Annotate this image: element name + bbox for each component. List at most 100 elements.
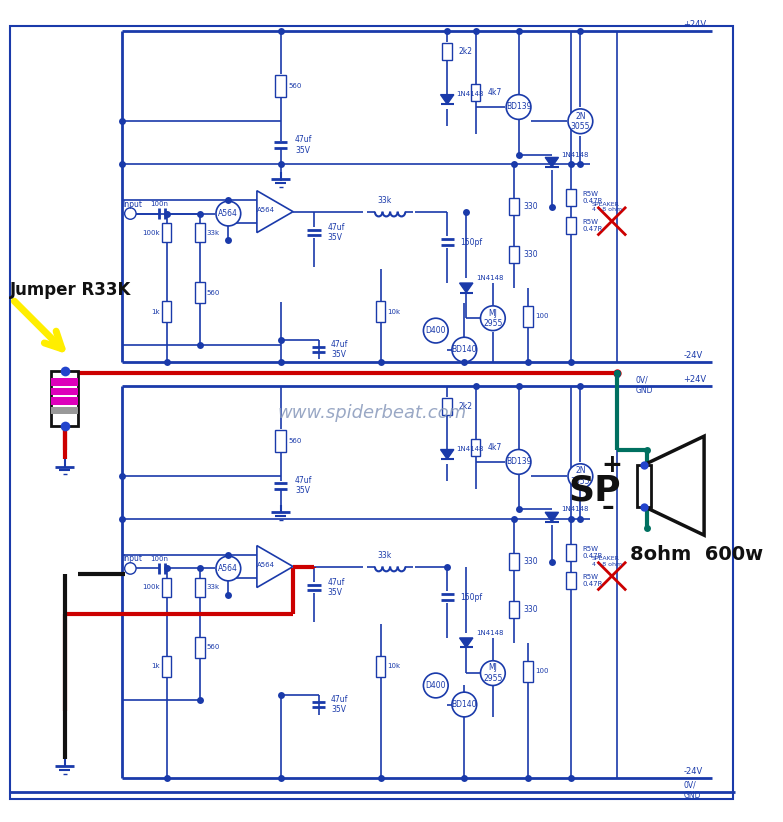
Bar (195, 637, 204, 658)
Bar (195, 282, 204, 303)
Text: 0V/
GND: 0V/ GND (636, 375, 653, 395)
Polygon shape (460, 638, 473, 648)
Text: 2N
3055: 2N 3055 (571, 466, 590, 486)
Text: 560: 560 (288, 438, 301, 444)
Text: D400: D400 (425, 681, 446, 690)
Text: 100k: 100k (143, 229, 160, 236)
Circle shape (424, 673, 448, 698)
Bar (162, 578, 171, 597)
Text: 560: 560 (207, 644, 220, 650)
Text: 8ohm  600w: 8ohm 600w (630, 545, 763, 564)
Text: 330: 330 (523, 557, 538, 566)
Circle shape (481, 661, 505, 686)
Bar (275, 430, 287, 452)
Bar (162, 223, 171, 242)
Text: 330: 330 (523, 250, 538, 259)
Text: A564: A564 (218, 564, 238, 573)
Text: 1k: 1k (151, 663, 160, 669)
Text: BD140: BD140 (452, 700, 477, 709)
Text: SP: SP (568, 473, 621, 507)
Bar (195, 578, 204, 597)
Text: D400: D400 (425, 326, 446, 335)
Polygon shape (441, 450, 454, 459)
Text: 2N
3055: 2N 3055 (571, 112, 590, 131)
Bar (52, 371, 78, 426)
Text: 1N4148: 1N4148 (456, 90, 484, 97)
Text: 100k: 100k (143, 584, 160, 590)
Bar (52, 378, 78, 386)
Text: MJ
2955: MJ 2955 (483, 663, 503, 683)
Bar (52, 407, 78, 414)
Text: MJ
2955: MJ 2955 (483, 308, 503, 328)
Text: SPEAKER
4 - 8 ohm: SPEAKER 4 - 8 ohm (592, 201, 622, 212)
Text: 100: 100 (535, 668, 548, 674)
Polygon shape (545, 512, 558, 522)
Text: 47uf
35V: 47uf 35V (331, 695, 348, 714)
Bar (471, 84, 481, 101)
Text: 2k2: 2k2 (459, 402, 473, 411)
Text: 47uf
35V: 47uf 35V (327, 223, 345, 242)
Text: 33k: 33k (207, 584, 219, 590)
Text: R5W
0.47R: R5W 0.47R (583, 575, 603, 588)
Text: 10k: 10k (388, 308, 400, 315)
Bar (566, 189, 576, 206)
Text: 100n: 100n (150, 556, 168, 562)
Text: SPEAKER
4 - 8 ohm: SPEAKER 4 - 8 ohm (592, 556, 622, 567)
Text: R5W
0.47R: R5W 0.47R (583, 191, 603, 204)
Circle shape (568, 464, 593, 488)
Text: 4k7: 4k7 (487, 88, 501, 97)
Polygon shape (644, 436, 704, 535)
Polygon shape (257, 546, 293, 588)
Text: 330: 330 (523, 202, 538, 211)
Text: Input: Input (122, 555, 142, 563)
Text: 4k7: 4k7 (487, 443, 501, 452)
Text: R5W
0.47R: R5W 0.47R (583, 546, 603, 559)
Bar (523, 661, 532, 681)
Text: 47uf
35V: 47uf 35V (295, 476, 312, 496)
Text: 47uf
35V: 47uf 35V (295, 136, 312, 155)
Circle shape (216, 201, 240, 226)
Bar (442, 44, 452, 60)
Circle shape (124, 563, 136, 575)
Text: 2k2: 2k2 (459, 48, 473, 57)
Circle shape (568, 109, 593, 134)
Text: BD140: BD140 (452, 345, 477, 354)
Text: 330: 330 (523, 605, 538, 614)
Circle shape (481, 306, 505, 330)
Circle shape (424, 318, 448, 343)
Bar (566, 572, 576, 589)
Text: 100: 100 (535, 313, 548, 319)
Text: –: – (601, 495, 614, 519)
Text: A564: A564 (218, 209, 238, 218)
Circle shape (506, 450, 531, 474)
Text: -24V: -24V (683, 351, 702, 360)
Text: 33k: 33k (207, 229, 219, 236)
Text: 1N4148: 1N4148 (476, 275, 503, 281)
Text: 1N4148: 1N4148 (476, 630, 503, 636)
Bar (509, 246, 518, 263)
Bar (376, 656, 385, 677)
Bar (376, 301, 385, 322)
Text: A564: A564 (258, 561, 276, 568)
Text: 1k: 1k (151, 308, 160, 315)
Text: Jumper R33K: Jumper R33K (9, 280, 131, 298)
Polygon shape (441, 95, 454, 104)
Text: -24V: -24V (683, 767, 702, 776)
Text: +24V: +24V (683, 20, 706, 29)
Text: 47uf
35V: 47uf 35V (331, 340, 348, 359)
Text: 33k: 33k (377, 196, 392, 205)
Text: www.spiderbeat.com: www.spiderbeat.com (277, 404, 467, 423)
Text: 560: 560 (207, 289, 220, 296)
Bar (275, 75, 287, 98)
Text: 1N4148: 1N4148 (456, 446, 484, 451)
Text: 100n: 100n (150, 201, 168, 207)
Bar (442, 398, 452, 415)
Text: BD139: BD139 (506, 103, 532, 112)
Text: 150pf: 150pf (460, 238, 482, 247)
Text: 10k: 10k (388, 663, 400, 669)
Polygon shape (545, 158, 558, 167)
Bar (509, 198, 518, 215)
Text: 33k: 33k (377, 551, 392, 560)
Bar (162, 301, 171, 322)
Bar (523, 306, 532, 327)
